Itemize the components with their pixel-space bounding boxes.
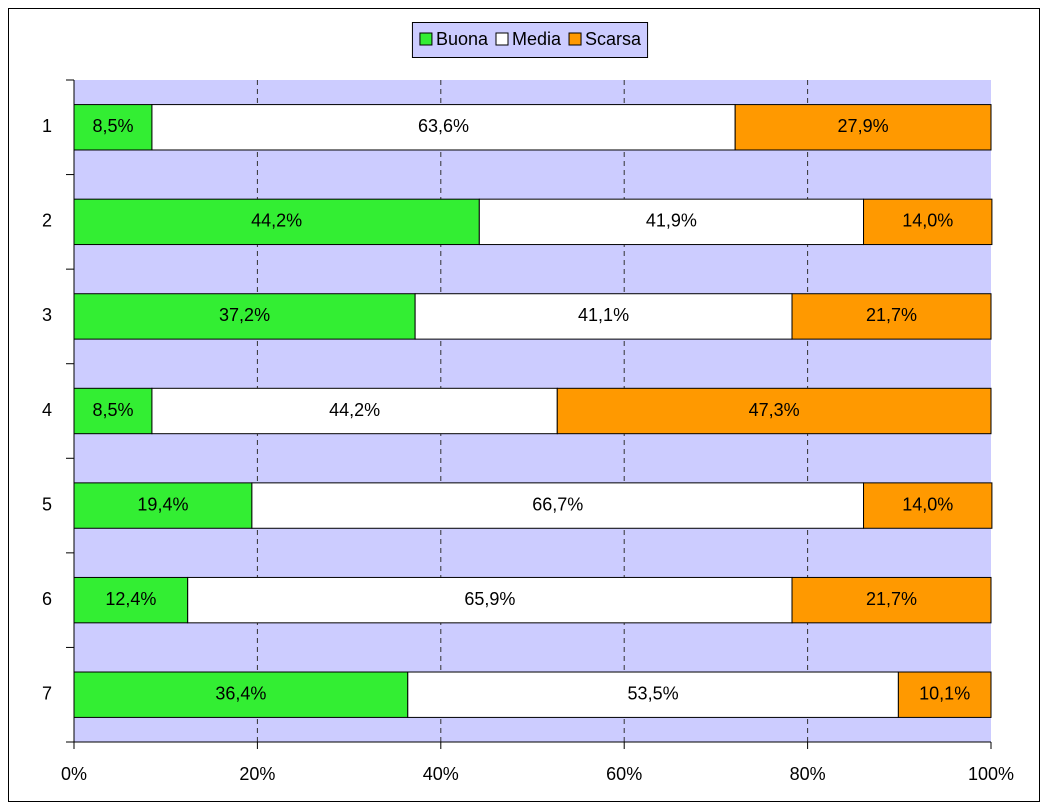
bar-segment	[414, 293, 793, 340]
y-tick-label: 2	[42, 211, 52, 231]
legend-label: Media	[512, 29, 562, 49]
data-label: 53,5%	[628, 683, 679, 703]
x-tick-label: 80%	[790, 764, 826, 784]
data-label: 19,4%	[137, 494, 188, 514]
data-label: 37,2%	[219, 305, 270, 325]
bar-segment	[863, 198, 993, 246]
bar-segment	[556, 387, 992, 435]
data-label: 63,6%	[418, 116, 469, 136]
x-tick-label: 100%	[968, 764, 1014, 784]
legend-swatch	[568, 32, 582, 46]
bar-segment	[151, 104, 736, 151]
bar-segment	[73, 482, 253, 529]
bar-segment	[791, 293, 992, 340]
y-tick-label: 6	[42, 589, 52, 609]
y-tick-label: 7	[42, 683, 52, 703]
data-label: 66,7%	[532, 494, 583, 514]
bar-segment	[407, 671, 899, 718]
plot-area: 0% 20% 40% 60% 80% 100% 1 8,5% 63,6% 27,9% 2 44,2% 4…	[42, 79, 1014, 784]
y-tick-label: 1	[42, 116, 52, 136]
y-tick-label: 4	[42, 400, 52, 420]
data-label: 8,5%	[92, 116, 133, 136]
legend-swatch	[495, 32, 509, 46]
data-label: 65,9%	[464, 589, 515, 609]
x-tick-label: 0%	[61, 764, 87, 784]
data-label: 10,1%	[919, 683, 970, 703]
y-tick-label: 5	[42, 494, 52, 514]
bar-segment	[73, 104, 153, 151]
bar-segment	[791, 576, 992, 624]
x-tick-label: 40%	[423, 764, 459, 784]
data-label: 21,7%	[866, 305, 917, 325]
bar-segment	[73, 387, 153, 435]
data-label: 41,1%	[578, 305, 629, 325]
legend-label: Buona	[436, 29, 489, 49]
bar-segment	[151, 387, 558, 435]
x-tick-label: 20%	[239, 764, 275, 784]
legend: Buona Media Scarsa	[411, 22, 649, 58]
legend-box	[411, 22, 649, 58]
data-label: 36,4%	[215, 683, 266, 703]
bar-segment	[187, 576, 793, 624]
legend-label: Scarsa	[585, 29, 642, 49]
bar-segment	[73, 198, 480, 246]
data-label: 44,2%	[329, 400, 380, 420]
data-label: 12,4%	[105, 589, 156, 609]
legend-swatch	[419, 32, 433, 46]
x-tick-label: 60%	[606, 764, 642, 784]
bar-segment	[863, 482, 993, 529]
data-label: 41,9%	[646, 211, 697, 231]
data-label: 47,3%	[749, 400, 800, 420]
data-label: 8,5%	[92, 400, 133, 420]
bar-segment	[251, 482, 865, 529]
data-label: 14,0%	[902, 211, 953, 231]
data-label: 27,9%	[838, 116, 889, 136]
data-label: 14,0%	[902, 494, 953, 514]
y-tick-label: 3	[42, 305, 52, 325]
bar-segment	[897, 671, 992, 718]
bar-segment	[73, 576, 189, 624]
bar-segment	[734, 104, 992, 151]
bar-segment	[73, 293, 416, 340]
bar-segment	[73, 671, 409, 718]
data-label: 21,7%	[866, 589, 917, 609]
data-label: 44,2%	[251, 211, 302, 231]
